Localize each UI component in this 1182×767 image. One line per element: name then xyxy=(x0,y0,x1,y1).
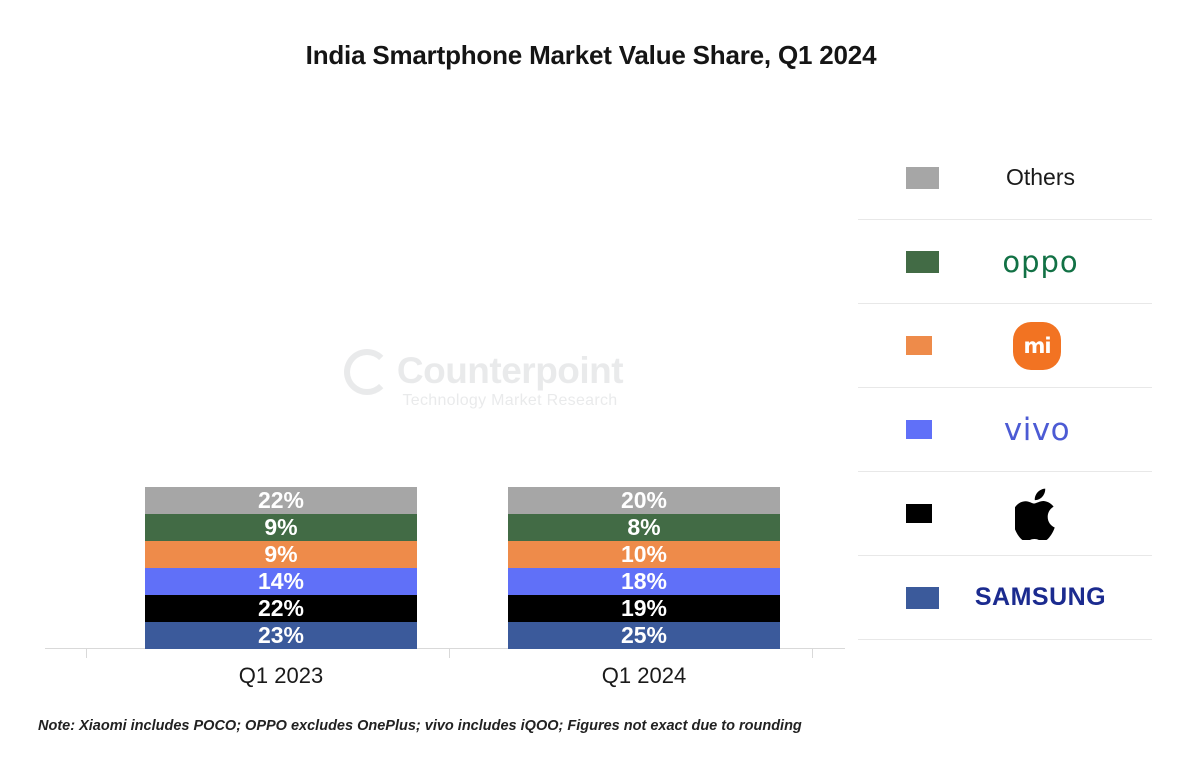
oppo-wordmark-icon: oppo xyxy=(1002,244,1079,279)
legend-logo-apple xyxy=(932,488,1152,540)
bar-segment-others[interactable]: 22% xyxy=(145,487,417,514)
bar-segment-xiaomi[interactable]: 10% xyxy=(508,541,780,568)
legend-label-others: Others xyxy=(1005,164,1076,190)
legend-logo-oppo: oppo xyxy=(939,245,1152,279)
legend-item-samsung[interactable]: SAMSUNG xyxy=(858,556,1152,640)
stacked-bar-q1-2024[interactable]: 20% 8% 10% 18% 19% 25% xyxy=(508,487,780,649)
legend-item-vivo[interactable]: vivo xyxy=(858,388,1152,472)
x-axis-tick xyxy=(812,649,813,658)
bar-segment-apple[interactable]: 19% xyxy=(508,595,780,622)
xiaomi-mi-icon: mi xyxy=(1013,321,1061,370)
samsung-wordmark-icon: SAMSUNG xyxy=(974,583,1107,611)
legend-swatch-samsung xyxy=(906,586,939,609)
bar-segment-value-label: 10% xyxy=(620,541,668,567)
bar-segment-vivo[interactable]: 14% xyxy=(145,568,417,595)
stacked-bar-q1-2023[interactable]: 22% 9% 9% 14% 22% 23% xyxy=(145,487,417,649)
bar-segment-value-label: 19% xyxy=(620,595,668,621)
x-axis-label-q1-2024: Q1 2024 xyxy=(601,663,687,688)
page-title: India Smartphone Market Value Share, Q1 … xyxy=(305,40,877,70)
bar-segment-value-label: 23% xyxy=(257,622,305,648)
bar-segment-samsung[interactable]: 23% xyxy=(145,622,417,649)
x-axis-tick xyxy=(86,649,87,658)
bar-segment-value-label: 18% xyxy=(620,568,668,594)
bar-segment-value-label: 22% xyxy=(257,487,305,513)
chart-footnote: Note: Xiaomi includes POCO; OPPO exclude… xyxy=(38,718,802,734)
x-axis-label-q1-2023: Q1 2023 xyxy=(238,663,324,688)
legend-item-oppo[interactable]: oppo xyxy=(858,220,1152,304)
legend-item-xiaomi[interactable]: mi xyxy=(858,304,1152,388)
bar-segment-xiaomi[interactable]: 9% xyxy=(145,541,417,568)
x-axis-baseline xyxy=(45,648,845,649)
legend-swatch-oppo xyxy=(906,250,939,273)
legend-item-others[interactable]: Others xyxy=(858,136,1152,220)
bar-segment-value-label: 25% xyxy=(620,622,668,648)
bar-segment-apple[interactable]: 22% xyxy=(145,595,417,622)
bar-segment-vivo[interactable]: 18% xyxy=(508,568,780,595)
bar-segment-value-label: 8% xyxy=(627,514,661,540)
legend-swatch-apple xyxy=(906,504,932,523)
x-axis-tick xyxy=(449,649,450,658)
legend-logo-xiaomi: mi xyxy=(932,321,1152,370)
apple-logo-icon xyxy=(1015,488,1055,540)
bar-segment-samsung[interactable]: 25% xyxy=(508,622,780,649)
bar-segment-value-label: 14% xyxy=(257,568,305,594)
legend-swatch-others xyxy=(906,166,939,189)
legend-logo-vivo: vivo xyxy=(932,412,1152,448)
legend-logo-samsung: SAMSUNG xyxy=(939,583,1152,612)
vivo-wordmark-icon: vivo xyxy=(1003,411,1071,448)
bar-segment-value-label: 9% xyxy=(264,541,298,567)
legend-item-apple[interactable] xyxy=(858,472,1152,556)
chart-plot-area: 22% 9% 9% 14% 22% 23% 20% 8% 10% 18% 19% 25% xyxy=(45,124,845,649)
legend-swatch-vivo xyxy=(906,420,932,439)
bar-segment-others[interactable]: 20% xyxy=(508,487,780,514)
bar-segment-value-label: 22% xyxy=(257,595,305,621)
chart-legend: Others oppo mi vivo SAMSUNG xyxy=(858,136,1152,640)
bar-segment-oppo[interactable]: 9% xyxy=(145,514,417,541)
bar-segment-value-label: 9% xyxy=(264,514,298,540)
legend-logo-others: Others xyxy=(939,164,1152,191)
bar-segment-value-label: 20% xyxy=(620,487,668,513)
bar-segment-oppo[interactable]: 8% xyxy=(508,514,780,541)
legend-swatch-xiaomi xyxy=(906,336,932,355)
